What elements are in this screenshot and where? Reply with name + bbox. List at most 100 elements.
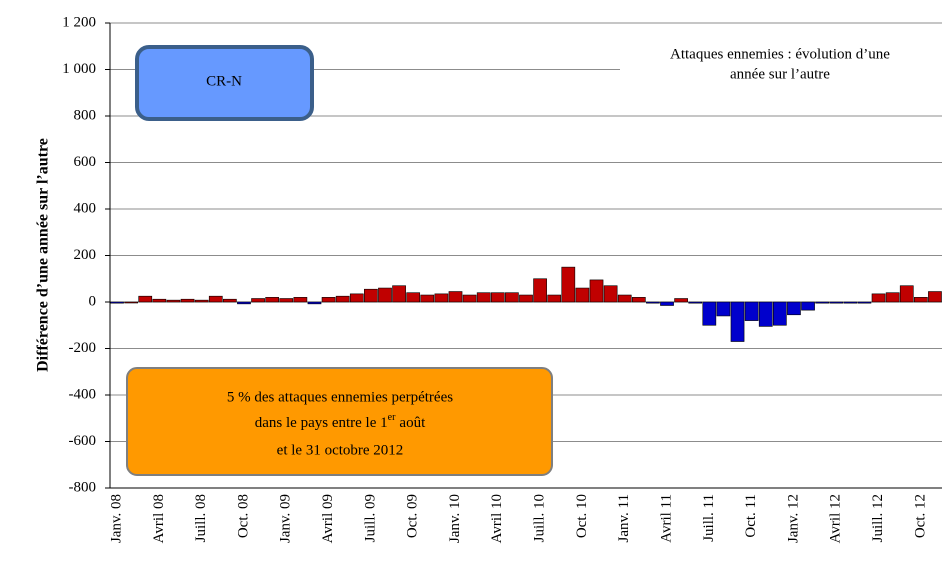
bar xyxy=(321,297,336,303)
bar xyxy=(293,297,308,303)
y-tick-label: 1 200 xyxy=(62,14,96,30)
bar xyxy=(631,297,646,303)
y-axis-label: Différence d’une année sur l’autre xyxy=(35,138,52,372)
x-tick-label: Juill. 11 xyxy=(701,494,717,542)
note-box xyxy=(126,367,553,476)
bar xyxy=(223,298,237,303)
x-tick-label: Avril 10 xyxy=(489,494,505,543)
x-tick-label: Oct. 09 xyxy=(405,494,421,538)
bar xyxy=(744,301,759,321)
chart-title: Attaques ennemies : évolution d’une xyxy=(670,46,890,62)
bar xyxy=(829,301,844,304)
bar xyxy=(702,301,717,326)
bar xyxy=(617,294,632,303)
bar xyxy=(406,292,421,303)
bar xyxy=(688,301,703,304)
bar xyxy=(279,298,294,303)
bar xyxy=(674,298,688,303)
bar xyxy=(152,298,167,303)
bar xyxy=(603,285,618,303)
x-tick-label: Janv. 09 xyxy=(278,494,294,543)
y-tick-label: 0 xyxy=(89,293,97,309)
y-tick-label: 600 xyxy=(74,154,97,170)
y-tick-label: -600 xyxy=(69,433,97,449)
bar xyxy=(448,291,463,303)
note-text: août xyxy=(399,415,426,431)
bar xyxy=(251,298,265,303)
x-tick-label: Juill. 09 xyxy=(362,494,378,542)
bar xyxy=(505,292,519,303)
bar xyxy=(420,294,435,303)
label-box xyxy=(135,45,314,121)
chart-title: année sur l’autre xyxy=(730,66,830,82)
x-tick-label: Oct. 08 xyxy=(235,494,251,538)
y-tick-label: -800 xyxy=(69,479,97,495)
bar xyxy=(547,294,562,303)
bar xyxy=(575,287,590,303)
bar xyxy=(885,292,900,303)
bar xyxy=(519,294,533,303)
bar xyxy=(166,299,181,303)
note-line: et le 31 octobre 2012 xyxy=(277,442,404,458)
bar xyxy=(208,295,223,303)
note-line: dans le pays entre le 1er août xyxy=(255,412,426,431)
bar xyxy=(138,295,153,303)
x-tick-label: Oct. 10 xyxy=(574,494,590,538)
bar xyxy=(307,301,322,305)
bar xyxy=(476,292,491,303)
bar xyxy=(378,287,392,303)
bar xyxy=(787,301,801,316)
bar xyxy=(843,301,858,304)
box-label: CR-N xyxy=(206,73,242,89)
x-tick-label: Juill. 08 xyxy=(193,494,209,542)
bar xyxy=(237,301,251,305)
x-tick-label: Janv. 11 xyxy=(616,494,632,542)
y-tick-label: 200 xyxy=(74,247,97,263)
bar xyxy=(392,285,406,303)
x-tick-label: Avril 08 xyxy=(151,494,167,543)
bar xyxy=(265,297,280,303)
bar xyxy=(646,301,660,304)
bar xyxy=(349,293,364,303)
y-tick-label: 1 000 xyxy=(62,61,96,77)
note-text: dans le pays entre le 1 xyxy=(255,415,388,431)
bar xyxy=(772,301,787,326)
bar xyxy=(857,301,872,304)
x-tick-label: Juill. 12 xyxy=(870,494,886,542)
bar xyxy=(335,295,350,303)
bar xyxy=(928,291,942,303)
y-tick-label: 800 xyxy=(74,107,97,123)
bar xyxy=(533,278,547,303)
bar xyxy=(434,293,449,303)
title-background xyxy=(620,40,946,88)
x-tick-label: Juill. 10 xyxy=(532,494,548,542)
bar xyxy=(758,301,773,327)
note-sup: er xyxy=(388,412,396,423)
bar xyxy=(815,301,829,304)
x-tick-label: Avril 12 xyxy=(828,494,844,543)
x-tick-label: Oct. 12 xyxy=(912,494,928,538)
bar xyxy=(180,298,195,303)
bar xyxy=(801,301,815,311)
bar xyxy=(716,301,731,317)
bar xyxy=(730,301,745,342)
x-tick-label: Avril 09 xyxy=(320,494,336,543)
bar xyxy=(194,299,209,303)
bar xyxy=(871,293,886,303)
x-tick-label: Avril 11 xyxy=(658,494,674,543)
y-tick-label: -200 xyxy=(69,340,97,356)
bar xyxy=(660,301,674,306)
bar xyxy=(364,288,378,303)
bar xyxy=(899,285,914,303)
x-tick-label: Janv. 12 xyxy=(785,494,801,543)
bar-layer xyxy=(110,266,942,342)
note-line: 5 % des attaques ennemies perpétrées xyxy=(227,389,453,405)
x-tick-label: Janv. 08 xyxy=(108,494,124,543)
x-tick-label: Oct. 11 xyxy=(743,494,759,538)
bar xyxy=(490,292,505,303)
x-tick-label: Janv. 10 xyxy=(447,494,463,543)
bar xyxy=(110,301,124,304)
bar xyxy=(561,266,576,303)
bar xyxy=(124,301,139,304)
